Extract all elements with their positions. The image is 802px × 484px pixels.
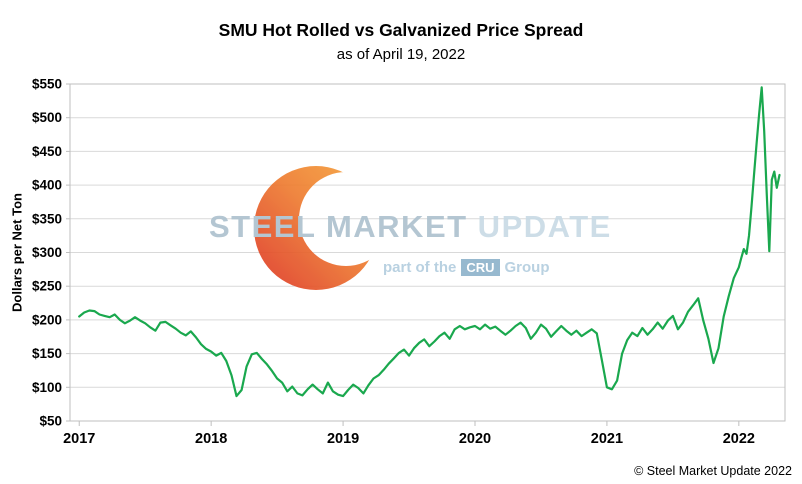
x-tick-label: 2020 [459,431,491,447]
y-tick-label: $550 [32,77,62,92]
x-tick-label: 2019 [327,431,359,447]
y-tick-label: $300 [32,245,62,260]
y-tick-label: $450 [32,144,62,159]
y-tick-label: $500 [32,110,62,125]
y-tick-label: $350 [32,211,62,226]
y-tick-label: $100 [32,380,62,395]
chart-subtitle: as of April 19, 2022 [336,46,466,63]
price-spread-line [78,86,781,398]
x-tick-label: 2022 [723,431,755,447]
y-tick-label: $150 [32,346,62,361]
x-tick-label: 2021 [591,431,623,447]
chart-title: SMU Hot Rolled vs Galvanized Price Sprea… [218,20,584,40]
y-tick-label: $250 [32,279,62,294]
x-tick-label: 2017 [63,431,95,447]
plot-border [69,83,786,422]
y-tick-label: $200 [32,312,62,327]
y-tick-label: $400 [32,178,62,193]
copyright-notice: © Steel Market Update 2022 [634,464,792,478]
x-tick-label: 2018 [195,431,227,447]
y-tick-label: $50 [39,414,62,429]
